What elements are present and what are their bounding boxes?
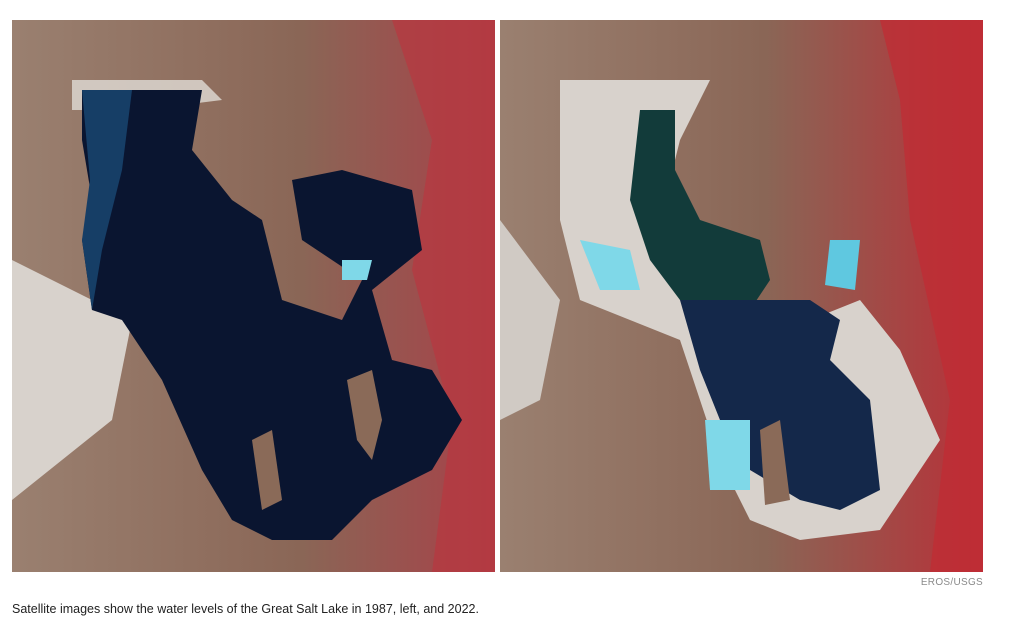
image-caption: Satellite images show the water levels o… [12,602,479,616]
image-credit: EROS/USGS [920,577,983,588]
satellite-image-1987 [12,20,495,572]
satellite-image-2022 [500,20,983,572]
